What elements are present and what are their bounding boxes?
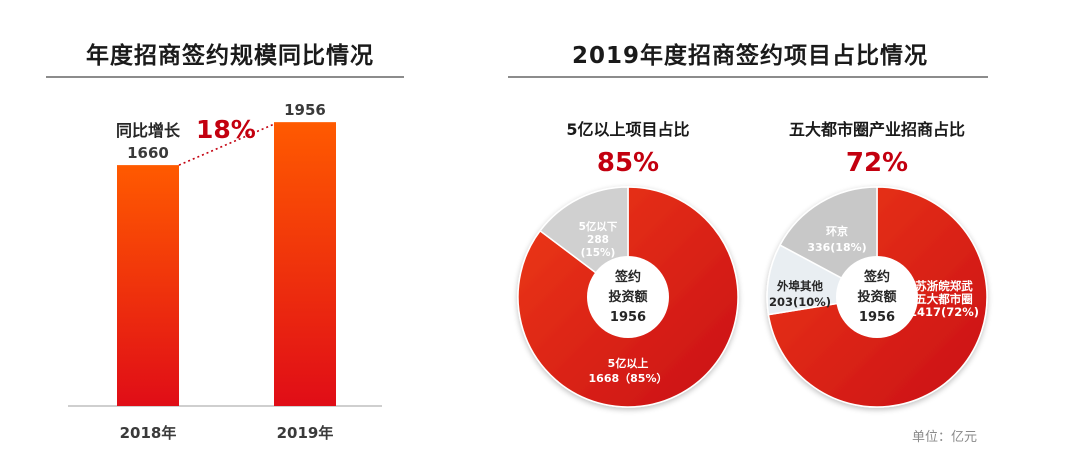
pie-center-label: 签约 (863, 269, 890, 285)
pie-title: 五大都市圈产业招商占比 (789, 120, 965, 139)
unit-note: 单位：亿元 (912, 430, 978, 445)
bar-value-label: 1660 (127, 144, 169, 162)
bar-value-label: 1956 (284, 101, 326, 119)
pie-headline-value: 85% (597, 148, 659, 178)
pie-slice-label: 5亿以上 (608, 356, 649, 370)
pie-center-hole (587, 256, 669, 338)
growth-annotation-label: 同比增长 (116, 121, 181, 140)
pie-center-label: 投资额 (857, 289, 896, 305)
pie-slice-label: 五大都市圈 (915, 292, 973, 306)
pie-slice-label: 外埠其他 (776, 279, 823, 293)
left-title-rule (46, 76, 404, 78)
pie-slice-label: 288 (587, 234, 609, 246)
pie-slice-label: (15%) (581, 247, 616, 259)
left-chart-title: 年度招商签约规模同比情况 (86, 43, 374, 69)
pie-slice-label: 5亿以下 (579, 220, 618, 233)
right-chart-title: 2019年度招商签约项目占比情况 (571, 43, 928, 69)
pie-slice-label: 336(18%) (807, 241, 866, 254)
x-tick-label: 2018年 (120, 424, 177, 442)
pie-headline-value: 72% (846, 148, 908, 178)
pie-slice-label: 1668（85%） (589, 372, 668, 385)
pie-center-hole (836, 256, 918, 338)
right-title-rule (508, 76, 988, 78)
pie-slice-label: 1417(72%) (909, 305, 979, 319)
trend-line (178, 123, 275, 166)
bar-2018年 (117, 165, 179, 406)
pie-title: 5亿以上项目占比 (566, 120, 689, 139)
pie-center-value: 1956 (610, 310, 646, 325)
pie-center-value: 1956 (859, 310, 895, 325)
pie-slice-label: 203(10%) (769, 295, 831, 309)
pie-center-label: 投资额 (608, 289, 647, 305)
growth-annotation-value: 18% (196, 115, 256, 144)
pie-slice-label: 环京 (826, 224, 848, 238)
pie-slice-label: 苏浙皖郑武 (915, 279, 973, 293)
bar-2019年 (274, 122, 336, 406)
pie-center-label: 签约 (614, 269, 641, 285)
x-tick-label: 2019年 (277, 424, 334, 442)
